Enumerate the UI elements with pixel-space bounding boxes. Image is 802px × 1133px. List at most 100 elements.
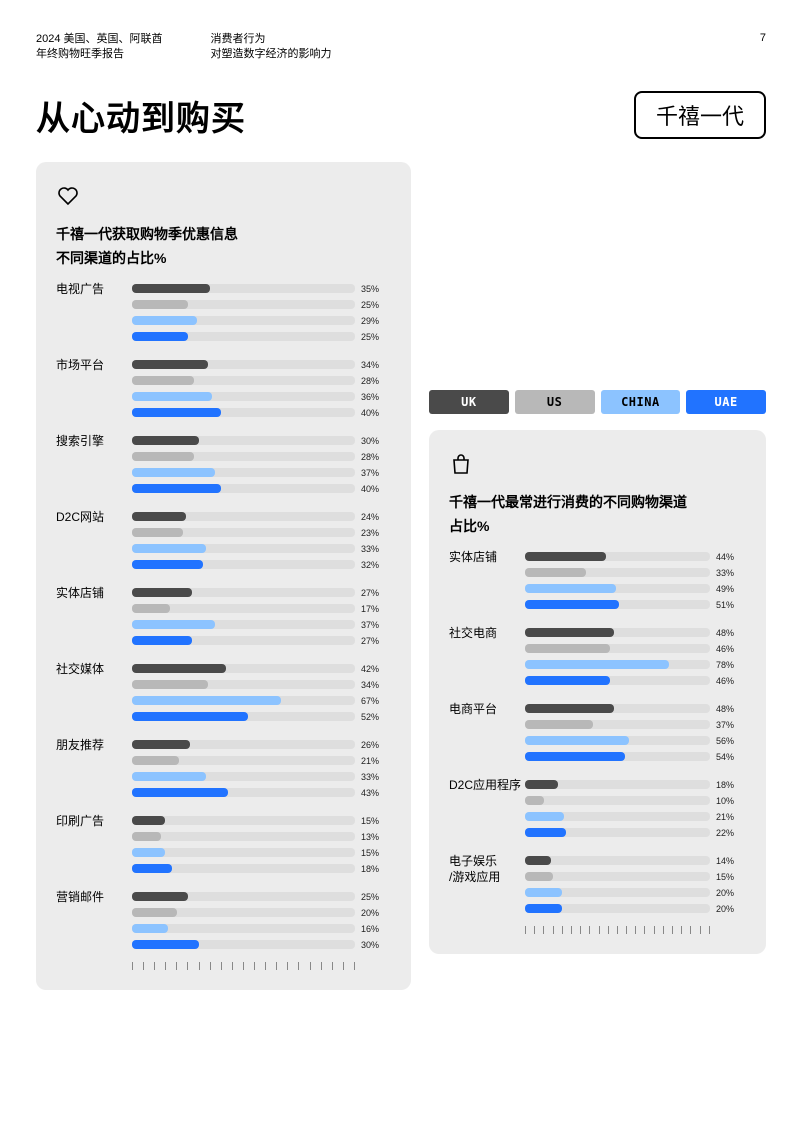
bar-value: 13%	[361, 832, 391, 842]
chart-row: 社交媒体 42% 34% 67% 52%	[56, 662, 391, 726]
bar-uk: 15%	[132, 814, 391, 827]
ruler-tick	[354, 962, 355, 970]
ruler-tick	[525, 926, 526, 934]
ruler-tick	[562, 926, 563, 934]
bar-value: 15%	[716, 872, 746, 882]
ruler-tick	[187, 962, 188, 970]
bar-value: 52%	[361, 712, 391, 722]
bar-china: 56%	[525, 734, 746, 747]
bar-value: 22%	[716, 828, 746, 838]
bar-uk: 34%	[132, 358, 391, 371]
page-header: 2024 美国、英国、阿联酋 年终购物旺季报告 消费者行为 对塑造数字经济的影响…	[36, 32, 766, 63]
shopping-bag-icon	[449, 452, 746, 481]
ruler-tick	[199, 962, 200, 970]
row-label: 营销邮件	[56, 890, 132, 954]
chart-row: 电子娱乐/游戏应用14%15%20%20%	[449, 854, 746, 918]
bar-value: 17%	[361, 604, 391, 614]
bar-value: 30%	[361, 940, 391, 950]
ruler-tick	[709, 926, 710, 934]
bar-uk: 27%	[132, 586, 391, 599]
bar-value: 30%	[361, 436, 391, 446]
bar-uae: 30%	[132, 938, 391, 951]
bar-value: 56%	[716, 736, 746, 746]
ruler-tick	[165, 962, 166, 970]
shopping-channels-card: 千禧一代最常进行消费的不同购物渠道 占比% 实体店铺44%33%49%51%社交…	[429, 430, 766, 955]
bar-value: 25%	[361, 892, 391, 902]
bar-value: 32%	[361, 560, 391, 570]
row-label: 实体店铺	[56, 586, 132, 650]
row-label: 朋友推荐	[56, 738, 132, 802]
header-text: 消费者行为	[211, 32, 332, 47]
row-label: 市场平台	[56, 358, 132, 422]
bar-uk: 24%	[132, 510, 391, 523]
bar-value: 15%	[361, 816, 391, 826]
ruler-tick	[265, 962, 266, 970]
bar-value: 54%	[716, 752, 746, 762]
country-legend: UKUSCHINAUAE	[429, 390, 766, 414]
bar-uae: 40%	[132, 482, 391, 495]
bar-china: 20%	[525, 886, 746, 899]
bar-uae: 18%	[132, 862, 391, 875]
chart-row: D2C应用程序18%10%21%22%	[449, 778, 746, 842]
bar-value: 78%	[716, 660, 746, 670]
bar-uae: 32%	[132, 558, 391, 571]
bar-china: 33%	[132, 542, 391, 555]
ruler-tick	[608, 926, 609, 934]
bar-us: 34%	[132, 678, 391, 691]
bar-value: 33%	[361, 772, 391, 782]
bar-china: 36%	[132, 390, 391, 403]
header-text: 2024 美国、英国、阿联酋	[36, 32, 163, 47]
ruler-tick	[210, 962, 211, 970]
chart-row: 电视广告35%25%29%25%	[56, 282, 391, 346]
ruler-tick	[663, 926, 664, 934]
bar-value: 35%	[361, 284, 391, 294]
header-text: 对塑造数字经济的影响力	[211, 47, 332, 62]
bar-value: 44%	[716, 552, 746, 562]
bar-value: 16%	[361, 924, 391, 934]
bar-value: 48%	[716, 704, 746, 714]
ruler-tick	[287, 962, 288, 970]
bar-uk: 48%	[525, 702, 746, 715]
ruler-tick	[276, 962, 277, 970]
ruler-tick	[672, 926, 673, 934]
card-title-line: 千禧一代最常进行消费的不同购物渠道	[449, 491, 746, 515]
bar-value: 20%	[716, 904, 746, 914]
bar-value: 36%	[361, 392, 391, 402]
row-label: D2C网站	[56, 510, 132, 574]
bar-us: 25%	[132, 298, 391, 311]
bar-uk: 35%	[132, 282, 391, 295]
bar-value: 42%	[361, 664, 391, 674]
ruler-tick	[580, 926, 581, 934]
ruler-tick	[635, 926, 636, 934]
bar-value: 43%	[361, 788, 391, 798]
bar-us: 28%	[132, 374, 391, 387]
ruler-tick	[143, 962, 144, 970]
bar-us: 17%	[132, 602, 391, 615]
row-label: D2C应用程序	[449, 778, 525, 842]
ruler-tick	[681, 926, 682, 934]
row-label: 社交电商	[449, 626, 525, 690]
ruler-tick	[132, 962, 133, 970]
bar-china: 67%	[132, 694, 391, 707]
card-title: 千禧一代最常进行消费的不同购物渠道 占比%	[449, 491, 746, 539]
bar-value: 18%	[361, 864, 391, 874]
ruler-tick	[176, 962, 177, 970]
header-col-2: 消费者行为 对塑造数字经济的影响力	[211, 32, 332, 63]
bar-value: 26%	[361, 740, 391, 750]
bar-value: 37%	[361, 468, 391, 478]
heart-icon	[56, 184, 391, 213]
card-title: 千禧一代获取购物季优惠信息 不同渠道的占比%	[56, 223, 391, 271]
bar-uae: 51%	[525, 598, 746, 611]
card-title-line: 千禧一代获取购物季优惠信息	[56, 223, 391, 247]
ruler-tick	[232, 962, 233, 970]
bar-us: 10%	[525, 794, 746, 807]
bar-us: 15%	[525, 870, 746, 883]
ruler-tick	[599, 926, 600, 934]
bar-value: 15%	[361, 848, 391, 858]
chart-row: D2C网站24%23%33%32%	[56, 510, 391, 574]
bar-uk: 18%	[525, 778, 746, 791]
row-label: 社交媒体	[56, 662, 132, 726]
bar-value: 14%	[716, 856, 746, 866]
bar-uae: 46%	[525, 674, 746, 687]
generation-badge: 千禧一代	[634, 91, 766, 139]
